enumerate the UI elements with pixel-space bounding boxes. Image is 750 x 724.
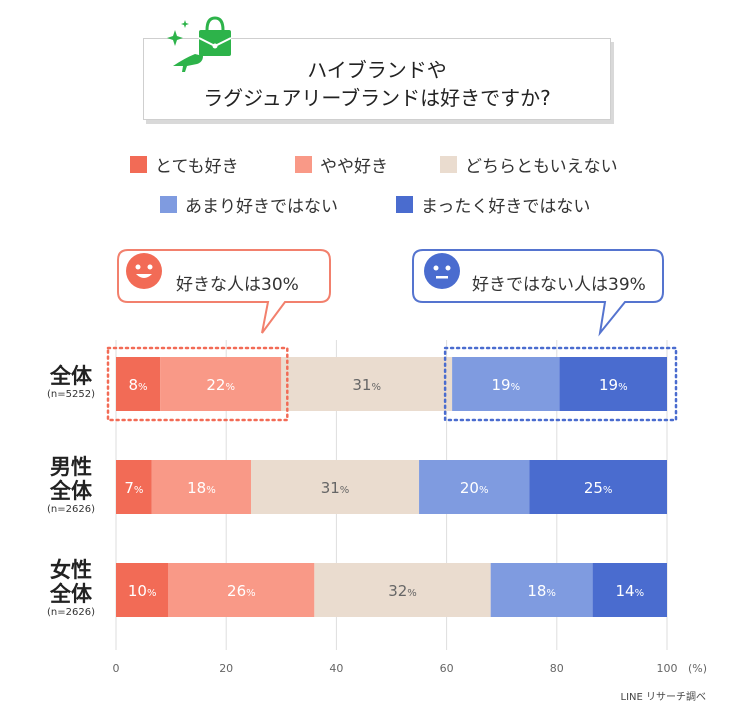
row-label-total: 全体 (n=5252) (36, 364, 106, 402)
row-label-text: 女性 (50, 558, 92, 582)
bar-segment (116, 563, 169, 617)
legend-label: まったく好きではない (421, 197, 591, 217)
bar-segment (490, 563, 593, 617)
legend-label: どちらともいえない (465, 157, 618, 177)
legend-item: とても好き (130, 152, 239, 177)
callout-dislike-text: 好きではない人は39% (472, 275, 646, 295)
x-axis-unit: (%) (688, 662, 707, 675)
source-note: LINE リサーチ調べ (620, 692, 707, 703)
shopping-bag-icon (167, 16, 232, 72)
row-label-female: 女性 全体 (n=2626) (36, 558, 106, 620)
data-label: 22% (206, 376, 235, 394)
data-label: 14% (616, 582, 645, 600)
data-label: 20% (460, 479, 489, 497)
bar-segment (168, 563, 315, 617)
legend-swatch (396, 196, 413, 213)
x-tick-label: 60 (440, 662, 454, 675)
row-label-text-2: 全体 (50, 582, 92, 606)
data-label: 19% (599, 376, 628, 394)
data-label: 18% (527, 582, 556, 600)
legend-item: まったく好きではない (396, 192, 590, 217)
x-tick-label: 80 (550, 662, 564, 675)
x-tick-label: 0 (113, 662, 120, 675)
highlight-dislike-box (443, 346, 678, 422)
data-label: 18% (187, 479, 216, 497)
legend-label: あまり好きではない (185, 197, 338, 217)
legend-swatch (160, 196, 177, 213)
bar-segment (314, 563, 491, 617)
row-n: (n=2626) (47, 607, 95, 618)
row-label-text: 全体 (50, 364, 92, 388)
data-label: 31% (352, 376, 381, 394)
row-label-male: 男性 全体 (n=2626) (36, 455, 106, 517)
bar-segment (116, 357, 161, 411)
data-label: 10% (128, 582, 157, 600)
bar-segment (452, 357, 560, 411)
data-label: 25% (584, 479, 613, 497)
row-n: (n=2626) (47, 504, 95, 515)
legend-swatch (440, 156, 457, 173)
bar-segment (419, 460, 530, 514)
legend-swatch (130, 156, 147, 173)
x-tick-label: 40 (329, 662, 343, 675)
legend-item: あまり好きではない (160, 192, 338, 217)
x-tick-label: 100 (657, 662, 678, 675)
callout-like-text: 好きな人は30% (176, 275, 299, 295)
chart-title-line1: ハイブランドや (307, 58, 447, 82)
legend-label: やや好き (320, 157, 388, 177)
row-label-text: 男性 (50, 455, 92, 479)
data-label: 19% (492, 376, 521, 394)
bar-segment (281, 357, 453, 411)
highlight-like-box (106, 346, 289, 422)
data-label: 7% (124, 479, 143, 497)
bar-segment (250, 460, 420, 514)
data-label: 26% (227, 582, 256, 600)
bar-segment (151, 460, 251, 514)
chart-title-line2: ラグジュアリーブランドは好きですか? (203, 86, 551, 110)
bar-segment (160, 357, 282, 411)
legend-swatch (295, 156, 312, 173)
smile-face-icon (126, 253, 162, 289)
title-box: ハイブランドや ラグジュアリーブランドは好きですか? (143, 38, 611, 120)
legend-label: とても好き (155, 157, 239, 177)
bar-segment (116, 460, 152, 514)
data-label: 31% (321, 479, 350, 497)
data-label: 8% (129, 376, 148, 394)
data-label: 32% (388, 582, 417, 600)
x-tick-label: 20 (219, 662, 233, 675)
legend-item: どちらともいえない (440, 152, 618, 177)
neutral-face-icon (424, 253, 460, 289)
row-n: (n=5252) (47, 389, 95, 400)
row-label-text-2: 全体 (50, 479, 92, 503)
legend-item: やや好き (295, 152, 388, 177)
bar-segment (559, 357, 667, 411)
bar-segment (592, 563, 667, 617)
bar-segment (529, 460, 667, 514)
